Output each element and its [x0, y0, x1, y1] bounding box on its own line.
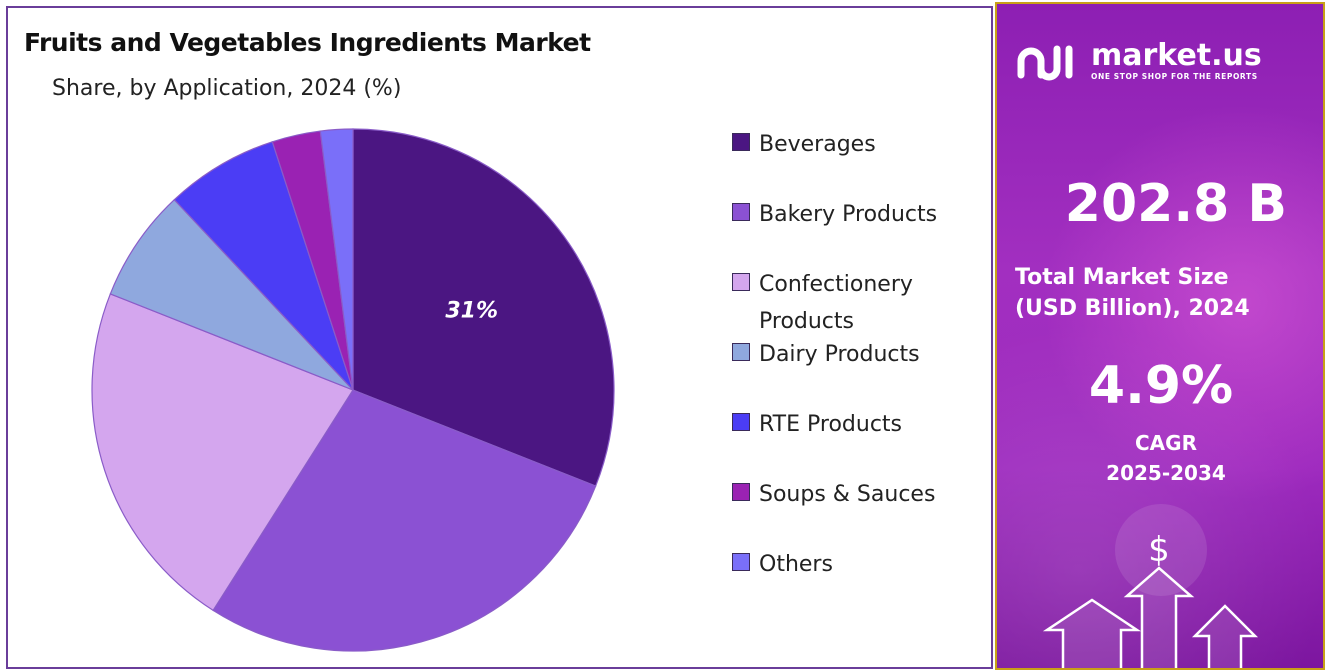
legend-label-rte-products: RTE Products: [759, 412, 903, 437]
legend-item-dairy-products: Dairy Products: [732, 336, 979, 373]
legend-label-beverages: Beverages: [759, 132, 876, 157]
pie-slice-confectionery-products: [91, 293, 354, 612]
legend-swatch-rte-products: [732, 413, 750, 431]
cagr-label-line2: 2025-2034: [1106, 461, 1226, 485]
cagr-label-line1: CAGR: [1135, 431, 1197, 455]
pie-slice-beverages: [352, 128, 615, 487]
legend-swatch-dairy-products: [732, 343, 750, 361]
market-us-logo-icon: [1017, 45, 1073, 80]
pie-chart: 31%: [91, 128, 615, 652]
market-size-label-line1: Total Market Size: [1015, 265, 1229, 290]
legend-item-bakery-products: Bakery Products: [732, 196, 979, 233]
legend-item-rte-products: RTE Products: [732, 406, 979, 443]
legend-item-confectionery-products: Confectionery Products: [732, 266, 979, 340]
brand-tagline: ONE STOP SHOP FOR THE REPORTS: [1091, 72, 1258, 81]
legend-swatch-bakery-products: [732, 203, 750, 221]
legend-label-confectionery-products: Confectionery Products: [759, 272, 913, 334]
arrow-up-center-icon: [1123, 566, 1195, 668]
pie-slice-dairy-products: [109, 198, 354, 391]
market-summary-panel: market.us ONE STOP SHOP FOR THE REPORTS …: [995, 2, 1325, 670]
data-label-beverages: 31%: [445, 298, 498, 323]
legend-swatch-confectionery-products: [732, 273, 750, 291]
legend-item-others: Others: [732, 546, 979, 583]
cagr-value: 4.9%: [1088, 356, 1234, 416]
growth-arrows-decoration: $: [1042, 504, 1259, 668]
brand-name: market.us: [1091, 38, 1262, 73]
dollar-sign-icon: $: [1148, 530, 1170, 570]
legend-swatch-others: [732, 553, 750, 571]
legend-label-bakery-products: Bakery Products: [759, 202, 938, 227]
legend-swatch-soups-sauces: [732, 483, 750, 501]
cagr-label: CAGR 2025-2034: [997, 428, 1323, 488]
pie-slice-rte-products: [173, 141, 354, 391]
legend-swatch-beverages: [732, 133, 750, 151]
pie-slice-others: [319, 128, 354, 391]
brand-logo: market.us ONE STOP SHOP FOR THE REPORTS: [1017, 40, 1262, 81]
coin-circle: [1115, 504, 1207, 596]
chart-title: Fruits and Vegetables Ingredients Market: [24, 28, 591, 57]
arrow-up-right-icon: [1191, 604, 1259, 668]
legend-label-soups-sauces: Soups & Sauces: [759, 482, 936, 507]
arrow-up-left-icon: [1042, 598, 1142, 668]
legend-label-dairy-products: Dairy Products: [759, 342, 920, 367]
market-size-value: 202.8 B: [1064, 174, 1287, 234]
legend-item-soups-sauces: Soups & Sauces: [732, 476, 979, 513]
legend-label-others: Others: [759, 552, 833, 577]
chart-subtitle: Share, by Application, 2024 (%): [52, 76, 402, 101]
legend-item-beverages: Beverages: [732, 126, 979, 163]
pie-slice-bakery-products: [212, 389, 597, 652]
market-size-label-line2: (USD Billion), 2024: [1015, 296, 1250, 321]
market-size-label: Total Market Size (USD Billion), 2024: [1015, 262, 1315, 324]
